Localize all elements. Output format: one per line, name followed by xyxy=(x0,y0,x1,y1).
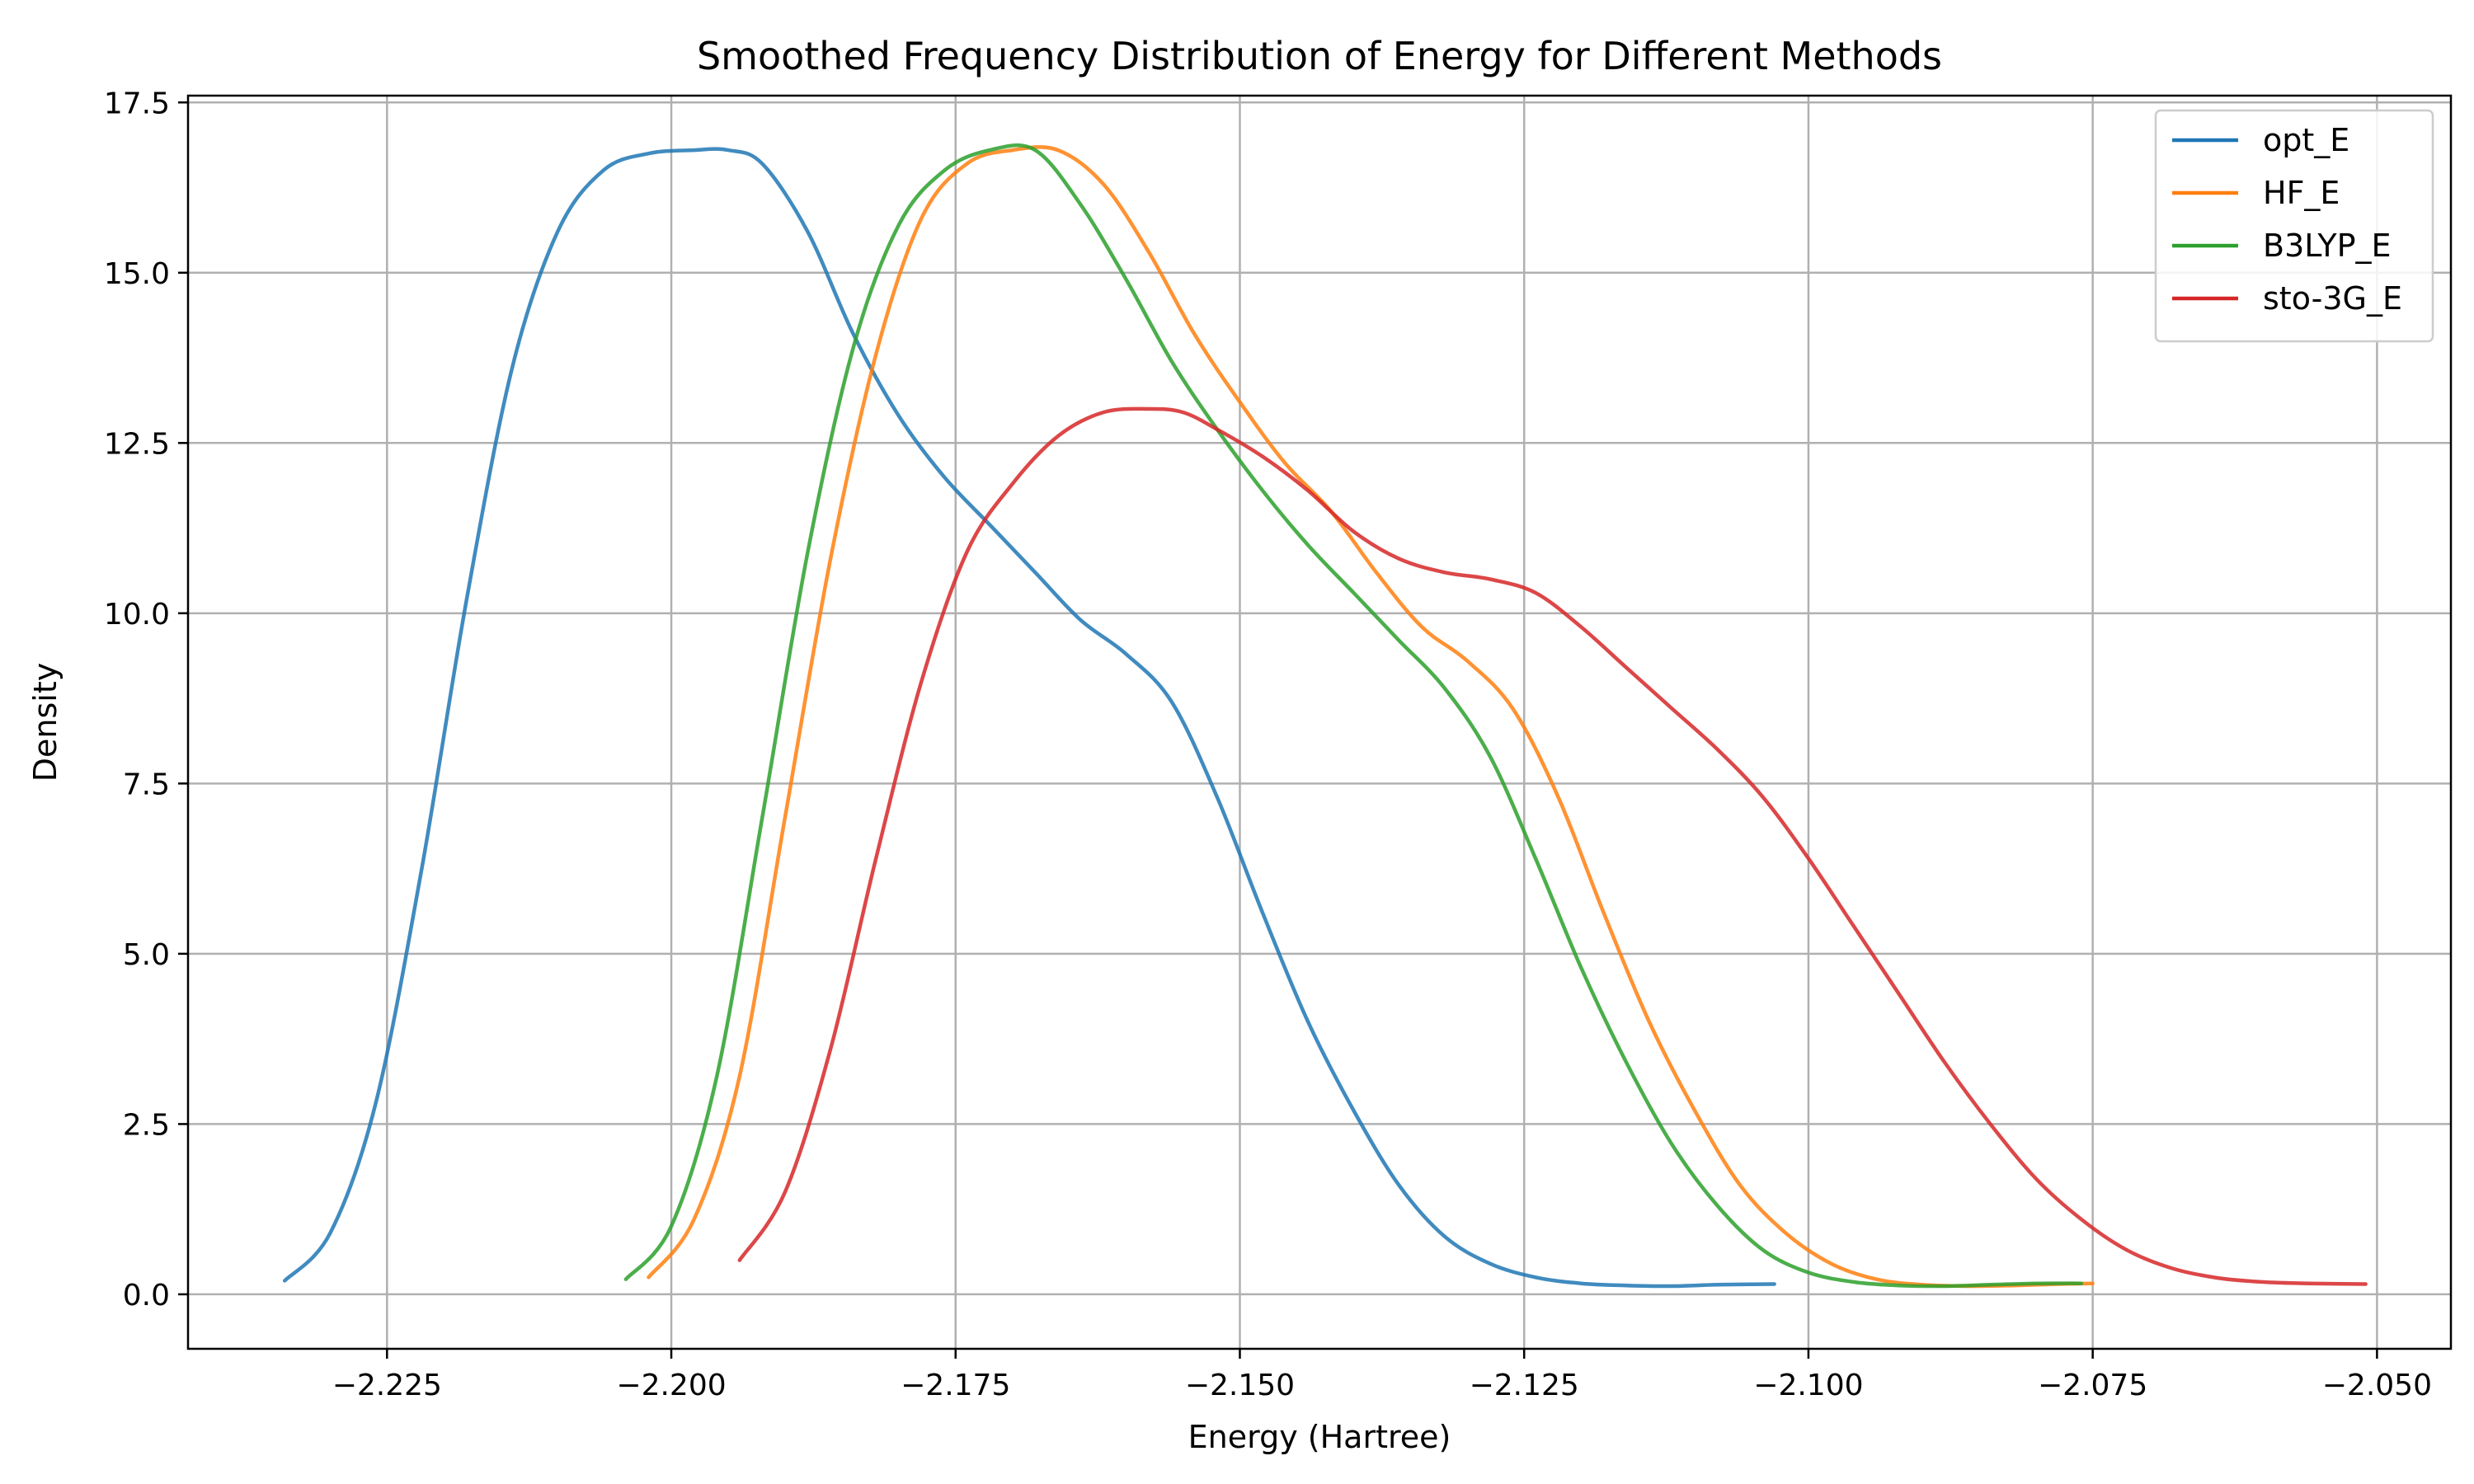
series-line-b3lyp-e xyxy=(623,143,2084,1289)
x-tick-label: −2.200 xyxy=(616,1369,726,1402)
legend-label-hf-e: HF_E xyxy=(2263,175,2340,211)
x-tick-label: −2.225 xyxy=(332,1369,442,1402)
axes-frame xyxy=(186,94,2453,1350)
series-lines xyxy=(282,143,2368,1289)
legend-label-sto-3g-e: sto-3G_E xyxy=(2263,280,2402,317)
chart-title: Smoothed Frequency Distribution of Energ… xyxy=(697,34,1942,78)
series-line-hf-e xyxy=(647,145,2095,1289)
axis-ticks: −2.225 −2.200 −2.175 −2.150 −2.125 −2.100 −2.0… xyxy=(104,87,2432,1402)
x-tick-label: −2.175 xyxy=(901,1369,1010,1402)
series-line-opt-e xyxy=(282,147,1776,1289)
x-tick-label: −2.150 xyxy=(1185,1369,1295,1402)
x-tick-label: −2.050 xyxy=(2322,1369,2432,1402)
y-tick-label: 2.5 xyxy=(123,1108,170,1142)
x-tick-label: −2.075 xyxy=(2038,1369,2147,1402)
y-tick-label: 15.0 xyxy=(104,257,170,291)
x-axis-label: Energy (Hartree) xyxy=(1188,1419,1451,1455)
x-tick-label: −2.100 xyxy=(1753,1369,1863,1402)
legend-box xyxy=(2154,109,2434,343)
y-axis-label: Density xyxy=(27,663,63,782)
legend-label-b3lyp-e: B3LYP_E xyxy=(2263,228,2392,264)
legend: opt_E HF_E B3LYP_E sto-3G_E xyxy=(2154,109,2434,343)
legend-label-opt-e: opt_E xyxy=(2263,122,2349,158)
y-tick-label: 17.5 xyxy=(104,87,170,120)
y-tick-label: 0.0 xyxy=(123,1279,170,1313)
y-tick-label: 12.5 xyxy=(104,427,170,461)
y-tick-label: 5.0 xyxy=(123,938,170,972)
grid xyxy=(188,96,2451,1349)
y-tick-label: 7.5 xyxy=(123,768,170,801)
x-tick-label: −2.125 xyxy=(1470,1369,1579,1402)
y-tick-label: 10.0 xyxy=(104,598,170,632)
series-line-sto-3g-e xyxy=(737,406,2368,1286)
